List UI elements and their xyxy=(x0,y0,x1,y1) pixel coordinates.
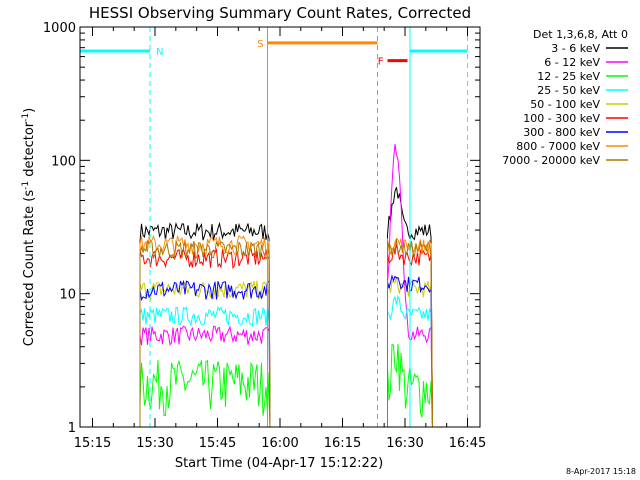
marker-layer: N S F xyxy=(80,27,468,427)
y-tick-label: 1000 xyxy=(43,21,76,36)
legend-entry-label: 800 - 7000 keV xyxy=(516,140,600,153)
y-tick-label: 100 xyxy=(51,154,76,169)
x-axis-label: Start Time (04-Apr-17 15:12:22) xyxy=(175,456,383,471)
x-tick-label: 15:30 xyxy=(136,436,173,451)
legend-entry-label: 100 - 300 keV xyxy=(523,112,600,125)
series-trace xyxy=(139,238,433,428)
footer-date: 8-Apr-2017 15:18 xyxy=(566,467,636,476)
flag-label: N xyxy=(156,47,163,58)
flag-label: F xyxy=(378,57,384,68)
legend-entry-label: 50 - 100 keV xyxy=(530,98,600,111)
legend-entry-label: 300 - 800 keV xyxy=(523,126,600,139)
chart-title: HESSI Observing Summary Count Rates, Cor… xyxy=(89,4,471,22)
legend-entry-label: 3 - 6 keV xyxy=(551,42,600,55)
y-axis: 1 10 100 1000 xyxy=(43,21,480,436)
series-trace xyxy=(139,343,433,428)
trace-layer xyxy=(139,143,433,428)
y-axis-label: Corrected Count Rate (s-1 detector-1) xyxy=(21,108,37,346)
legend-entry-label: 7000 - 20000 keV xyxy=(502,154,600,167)
x-tick-label: 16:15 xyxy=(324,436,361,451)
legend-entry-label: 25 - 50 keV xyxy=(537,84,600,97)
x-axis: 15:15 15:30 15:45 16:00 16:15 16:30 16:45 xyxy=(74,27,486,451)
series-trace xyxy=(139,294,433,428)
y-tick-label: 1 xyxy=(68,421,76,436)
x-tick-label: 16:30 xyxy=(386,436,423,451)
x-tick-label: 16:00 xyxy=(261,436,298,451)
legend-entry-label: 12 - 25 keV xyxy=(537,70,600,83)
series-trace xyxy=(139,274,433,428)
series-trace xyxy=(139,143,433,428)
y-tick-label: 10 xyxy=(59,288,76,303)
legend-entry-label: 6 - 12 keV xyxy=(544,56,600,69)
x-tick-label: 15:15 xyxy=(74,436,111,451)
x-tick-label: 15:45 xyxy=(199,436,236,451)
x-tick-label: 16:45 xyxy=(449,436,486,451)
flag-label: S xyxy=(257,39,263,50)
legend-header: Det 1,3,6,8, Att 0 xyxy=(533,28,628,41)
series-trace xyxy=(139,187,433,428)
